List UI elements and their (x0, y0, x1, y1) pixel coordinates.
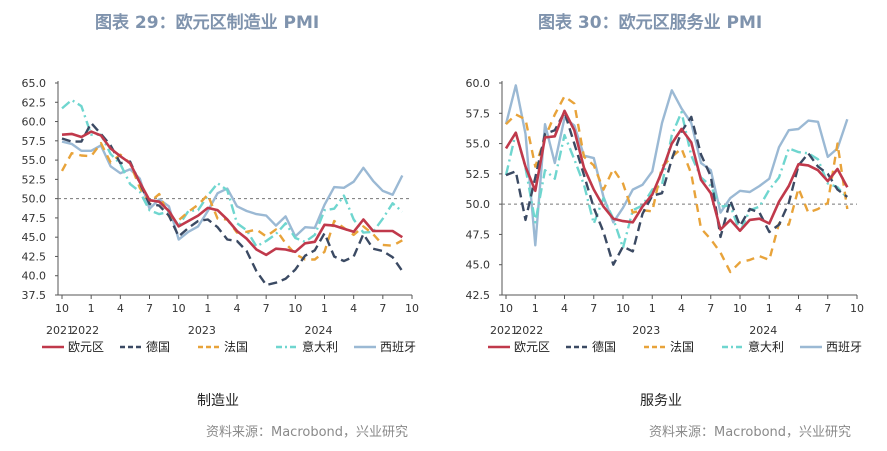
right-x-tick-label: 1 (532, 302, 539, 315)
right-plot: 60.0 57.5 55.0 52.5 50.0 47.5 45.0 42.5 10 1 4 7 10 1… (466, 77, 865, 354)
right-year-label: 2022 (515, 324, 543, 337)
left-y-tick-label: 50.0 (22, 193, 47, 206)
right-year-label: 2021 (490, 324, 518, 337)
left-year-label: 2022 (71, 324, 99, 337)
left-x-tick-label: 1 (88, 302, 95, 315)
right-x-tick-label: 7 (707, 302, 714, 315)
left-x-tick-label: 7 (263, 302, 270, 315)
left-x-tick-label: 4 (117, 302, 124, 315)
right-x-tick-label: 1 (766, 302, 773, 315)
right-year-label: 2023 (632, 324, 660, 337)
right-x-tick-label: 7 (590, 302, 597, 315)
left-series-germany (61, 121, 404, 287)
right-chart-caption: 服务业 (640, 393, 682, 409)
left-y-tick-label: 37.5 (22, 289, 47, 302)
right-x-tick-label: 4 (795, 302, 802, 315)
left-x-tick-label: 1 (204, 302, 211, 315)
right-y-tick-label: 50.0 (466, 198, 491, 211)
left-series-france (60, 141, 403, 261)
left-y-tick-label: 52.5 (22, 173, 47, 186)
right-x-tick-label: 4 (678, 302, 685, 315)
right-x-tick-label: 7 (824, 302, 831, 315)
right-legend-label-euro-area: 欧元区 (514, 340, 550, 354)
left-x-tick-label: 7 (379, 302, 386, 315)
left-y-tick-label: 57.5 (22, 135, 47, 148)
right-x-tick-label: 10 (733, 302, 747, 315)
right-y-tick-label: 47.5 (466, 228, 491, 241)
left-legend: 欧元区 德国 法国 意大利 西班牙 (42, 339, 416, 354)
right-x-tick-label: 10 (616, 302, 630, 315)
left-y-tick-label: 47.5 (22, 212, 47, 225)
left-legend-label-france: 法国 (224, 340, 248, 354)
left-y-tick-label: 62.5 (22, 96, 47, 109)
right-x-tick-label: 10 (499, 302, 513, 315)
right-y-tick-label: 60.0 (466, 77, 491, 90)
right-y-tick-label: 55.0 (466, 138, 491, 151)
right-legend: 欧元区 德国 法国 意大利 西班牙 (488, 339, 862, 354)
left-legend-label-germany: 德国 (146, 339, 170, 354)
left-source-note: 资料来源：Macrobond，兴业研究 (206, 425, 409, 440)
right-series-spain (504, 84, 849, 247)
right-year-label: 2024 (749, 324, 777, 337)
left-y-tick-label: 60.0 (22, 116, 47, 129)
left-x-tick-label: 7 (146, 302, 153, 315)
right-y-tick-label: 45.0 (466, 259, 491, 272)
left-x-tick-label: 1 (321, 302, 328, 315)
right-legend-label-germany: 德国 (592, 339, 616, 354)
right-x-tick-label: 1 (649, 302, 656, 315)
left-x-tick-label: 10 (172, 302, 186, 315)
left-x-tick-label: 4 (234, 302, 241, 315)
left-legend-label-spain: 西班牙 (380, 340, 416, 354)
right-legend-label-spain: 西班牙 (826, 340, 862, 354)
left-chart-title: 图表 29：欧元区制造业 PMI (95, 13, 320, 33)
left-legend-label-italy: 意大利 (302, 339, 338, 354)
right-series-euro-area (504, 109, 849, 233)
right-legend-label-france: 法国 (670, 340, 694, 354)
left-x-tick-label: 10 (405, 302, 419, 315)
left-y-tick-label: 40.0 (22, 270, 47, 283)
right-y-tick-label: 42.5 (466, 289, 491, 302)
left-series-euro-area (61, 130, 404, 257)
right-chart-title: 图表 30：欧元区服务业 PMI (538, 13, 763, 33)
left-series-italy (61, 98, 404, 248)
left-series-spain (61, 140, 404, 241)
right-y-tick-label: 52.5 (466, 168, 491, 181)
left-year-label: 2024 (305, 324, 333, 337)
left-legend-label-euro-area: 欧元区 (68, 340, 104, 354)
left-y-tick-label: 65.0 (22, 77, 47, 90)
right-series-france (505, 95, 849, 274)
right-series-italy (504, 110, 849, 250)
left-plot: 65.0 62.5 60.0 57.5 55.0 52.5 50.0 47.5 45.0 42.5… (22, 77, 420, 354)
right-x-tick-label: 10 (850, 302, 864, 315)
right-x-tick-label: 4 (561, 302, 568, 315)
left-y-tick-label: 55.0 (22, 154, 47, 167)
right-source-note: 资料来源：Macrobond，兴业研究 (649, 425, 852, 440)
right-y-tick-label: 57.5 (466, 107, 491, 120)
right-legend-label-italy: 意大利 (748, 339, 784, 354)
left-year-label: 2021 (46, 324, 74, 337)
left-x-tick-label: 10 (288, 302, 302, 315)
left-y-tick-label: 42.5 (22, 250, 47, 263)
left-year-label: 2023 (188, 324, 216, 337)
left-y-tick-label: 45.0 (22, 231, 47, 244)
left-x-tick-label: 10 (55, 302, 69, 315)
left-chart-caption: 制造业 (197, 393, 239, 409)
left-x-tick-label: 4 (350, 302, 357, 315)
